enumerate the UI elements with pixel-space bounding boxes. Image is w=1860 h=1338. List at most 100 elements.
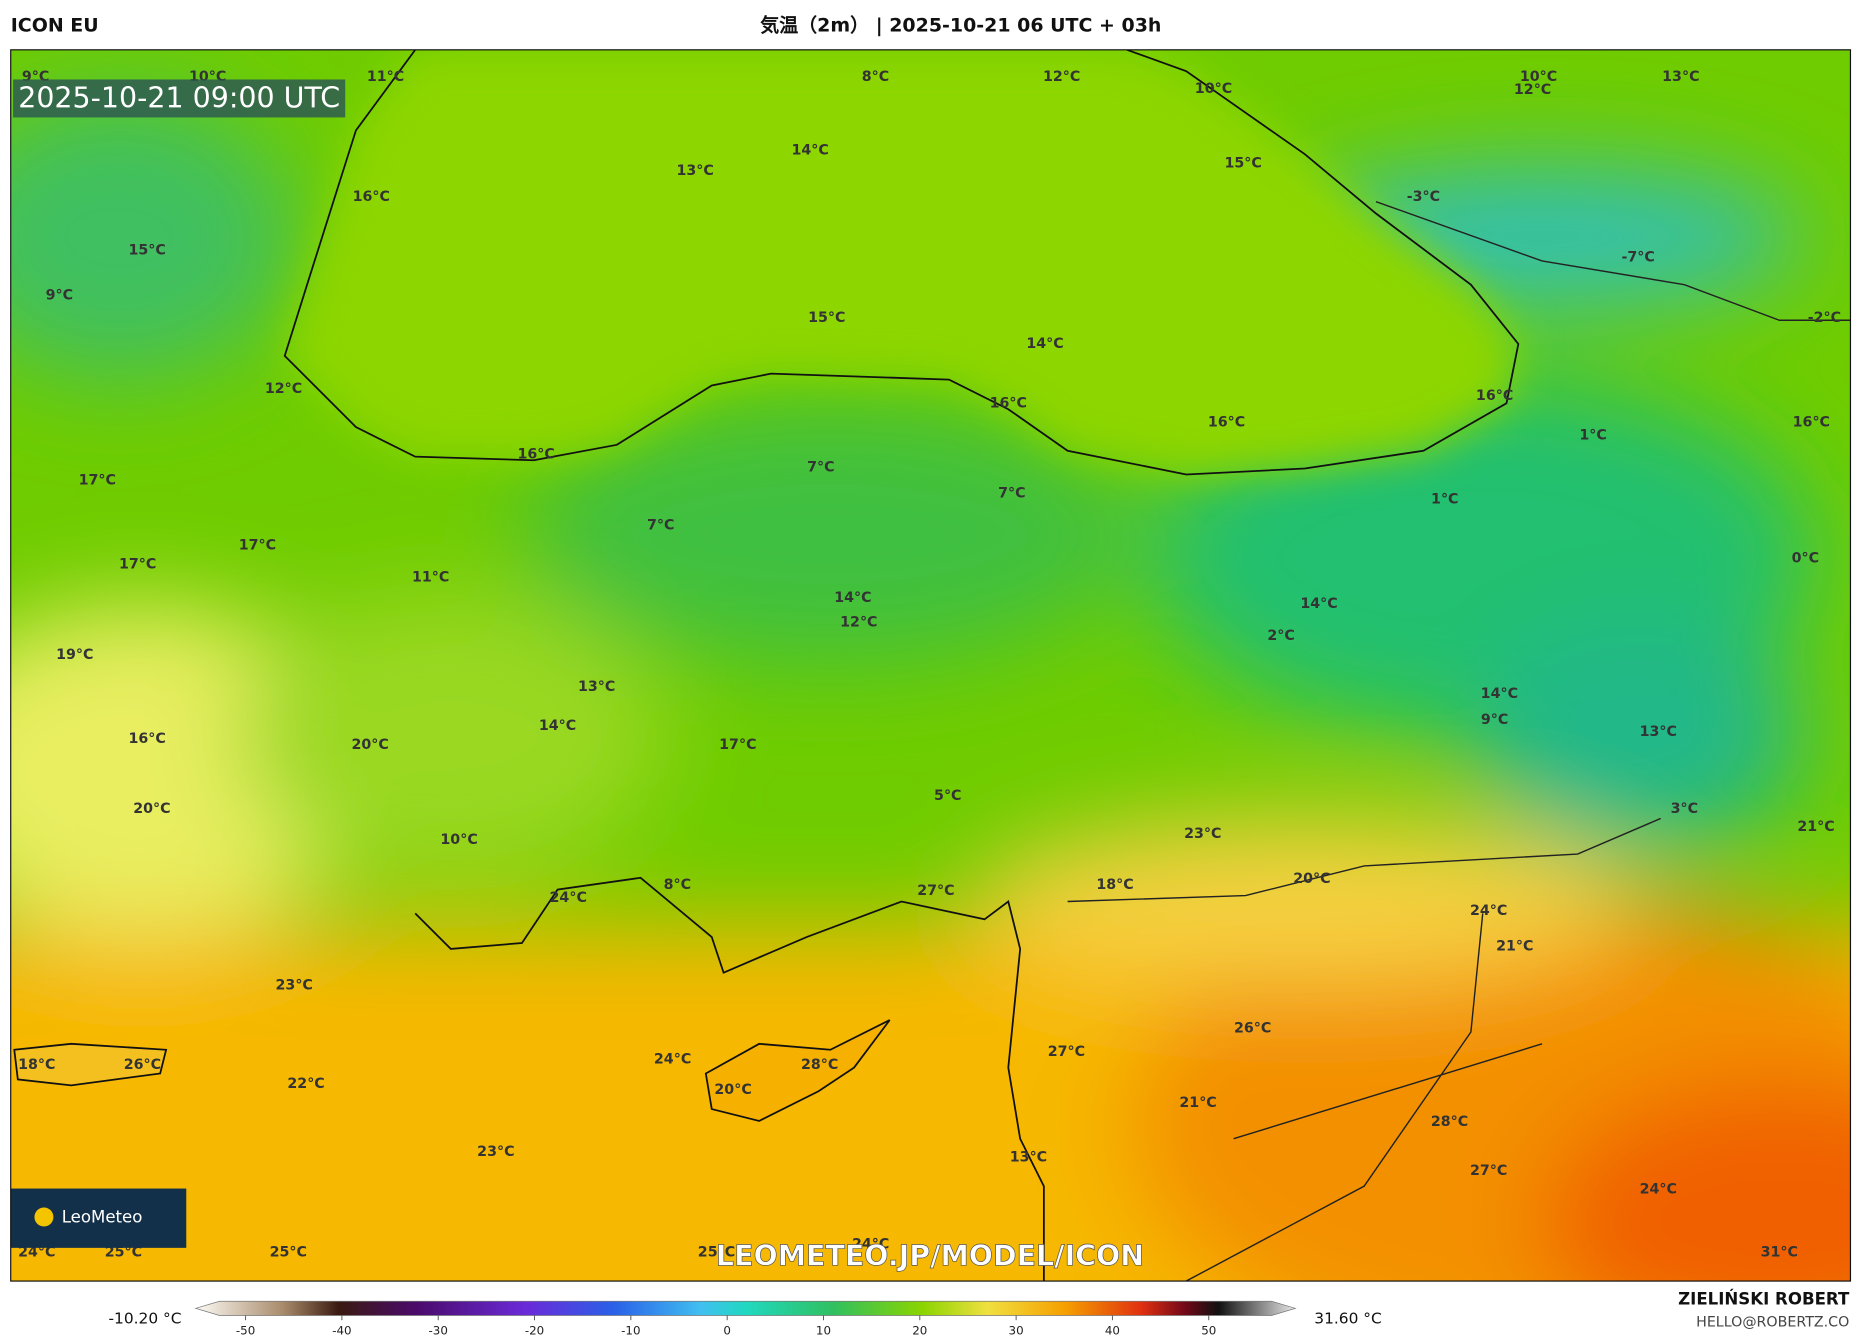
temperature-label: 16°C <box>1208 414 1245 430</box>
temperature-label: 20°C <box>351 737 388 753</box>
logo-text: LeoMeteo <box>62 1208 143 1227</box>
temperature-label: 5°C <box>934 788 961 804</box>
temperature-label: 7°C <box>807 459 834 475</box>
temperature-label: 12°C <box>1514 82 1551 98</box>
temperature-label: 24°C <box>1640 1182 1677 1198</box>
colorbar-tick-label: 10 <box>816 1323 831 1337</box>
temperature-label: 10°C <box>1520 69 1557 85</box>
temperature-label: 23°C <box>276 978 313 994</box>
temperature-label: 14°C <box>1300 596 1337 612</box>
map: 9°C 10°C 11°C 8°C 12°C10°C10°C12°C13°C14°C13… <box>10 49 1851 1282</box>
temperature-label: 13°C <box>578 679 615 695</box>
colorbar-tick-label: 50 <box>1201 1323 1216 1337</box>
temperature-label: 14°C <box>1026 336 1063 352</box>
colorbar-tick-label: -10 <box>621 1323 640 1337</box>
temperature-label: 13°C <box>1662 69 1699 85</box>
temperature-label: 7°C <box>998 485 1025 501</box>
temperature-label: 12°C <box>265 381 302 397</box>
temperature-label: 19°C <box>56 647 93 663</box>
colorbar-max: 31.60 °C <box>1314 1310 1381 1328</box>
temperature-label: -7°C <box>1621 249 1654 265</box>
temperature-label: 28°C <box>1431 1114 1468 1130</box>
temperature-label: 10°C <box>440 832 477 848</box>
temperature-label: 9°C <box>46 287 73 303</box>
temperature-label: 17°C <box>719 737 756 753</box>
temperature-label: 15°C <box>808 310 845 326</box>
temperature-label: -2°C <box>1808 310 1841 326</box>
temperature-label: 25°C <box>270 1245 307 1261</box>
temperature-label: 16°C <box>1793 414 1830 430</box>
temperature-label: -3°C <box>1407 189 1440 205</box>
temperature-label: 12°C <box>1043 69 1080 85</box>
temperature-label: 12°C <box>840 615 877 631</box>
temperature-label: 23°C <box>1184 826 1221 842</box>
timestamp-box <box>13 79 346 118</box>
temperature-label: 17°C <box>79 472 116 488</box>
temperature-label: 26°C <box>124 1057 161 1073</box>
temperature-label: 9°C <box>1481 712 1508 728</box>
temperature-label: 8°C <box>862 69 889 85</box>
temperature-label: 20°C <box>1293 871 1330 887</box>
temperature-label: 16°C <box>128 731 165 747</box>
temperature-label: 13°C <box>1640 724 1677 740</box>
temperature-label: 24°C <box>852 1236 889 1252</box>
temperature-label: 1°C <box>1579 427 1606 443</box>
temperature-label: 0°C <box>1792 551 1819 567</box>
cyprus <box>704 1019 891 1122</box>
borders <box>1067 817 1661 1282</box>
temperature-label: 24°C <box>654 1051 691 1067</box>
colorbar <box>194 1300 1297 1316</box>
temperature-label: 20°C <box>133 801 170 817</box>
coastline <box>283 49 1520 476</box>
temperature-label: 24°C <box>1470 903 1507 919</box>
temperature-label: 15°C <box>1224 156 1261 172</box>
temperature-label: 13°C <box>676 163 713 179</box>
colorbar-tick-label: -20 <box>525 1323 544 1337</box>
caucasus-border <box>1375 200 1851 321</box>
temperature-label: 20°C <box>714 1082 751 1098</box>
colorbar-tick-label: 30 <box>1009 1323 1024 1337</box>
temperature-label: 18°C <box>1096 877 1133 893</box>
colorbar-tick-label: -50 <box>236 1323 255 1337</box>
temperature-label: 8°C <box>664 877 691 893</box>
colorbar-tick-label: -40 <box>332 1323 351 1337</box>
temperature-label: 14°C <box>539 718 576 734</box>
timestamp: 2025-10-21 09:00 UTC <box>18 82 340 115</box>
watermark: LEOMETEO.JP/MODEL/ICON <box>716 1239 1144 1272</box>
temperature-label: 21°C <box>1797 819 1834 835</box>
temperature-label: 7°C <box>647 517 674 533</box>
colorbar-min: -10.20 °C <box>108 1310 181 1328</box>
temperature-label: 22°C <box>287 1076 324 1092</box>
temperature-label: 21°C <box>1179 1095 1216 1111</box>
map-frame <box>10 49 1852 1282</box>
temperature-label: 17°C <box>239 538 276 554</box>
temperature-label: 15°C <box>128 242 165 258</box>
temperature-label: 3°C <box>1671 801 1698 817</box>
temperature-label: 16°C <box>1476 388 1513 404</box>
temperature-label: 21°C <box>1496 939 1533 955</box>
map-title: 気温（2m） | 2025-10-21 06 UTC + 03h <box>760 14 1161 37</box>
south-coast <box>414 876 1045 1282</box>
temperature-label: 25°C <box>105 1245 142 1261</box>
colorbar-tick-label: -30 <box>429 1323 448 1337</box>
temperature-label: 25°C <box>698 1245 735 1261</box>
temperature-label: 23°C <box>477 1144 514 1160</box>
temperature-label: 14°C <box>1481 686 1518 702</box>
temperature-label: 28°C <box>801 1057 838 1073</box>
temperature-label: 24°C <box>18 1245 55 1261</box>
colorbar-tick-label: 0 <box>723 1323 731 1337</box>
temperature-label: 27°C <box>917 883 954 899</box>
temperature-label: 24°C <box>550 890 587 906</box>
temperature-label: 27°C <box>1048 1044 1085 1060</box>
temperature-label: 11°C <box>412 570 449 586</box>
temperature-label: 26°C <box>1234 1020 1271 1036</box>
colorbar-ticks: -50 -40 -30 -20 -10 0 10 20 30 40 50 <box>236 1315 1216 1337</box>
model-name: ICON EU <box>11 15 99 37</box>
temperature-label: 27°C <box>1470 1163 1507 1179</box>
temperature-field <box>10 94 1851 1282</box>
colorbar-tick-label: 40 <box>1105 1323 1120 1337</box>
black-sea <box>284 49 1519 475</box>
temperature-label: 1°C <box>1431 491 1458 507</box>
logo-sun <box>34 1207 54 1227</box>
